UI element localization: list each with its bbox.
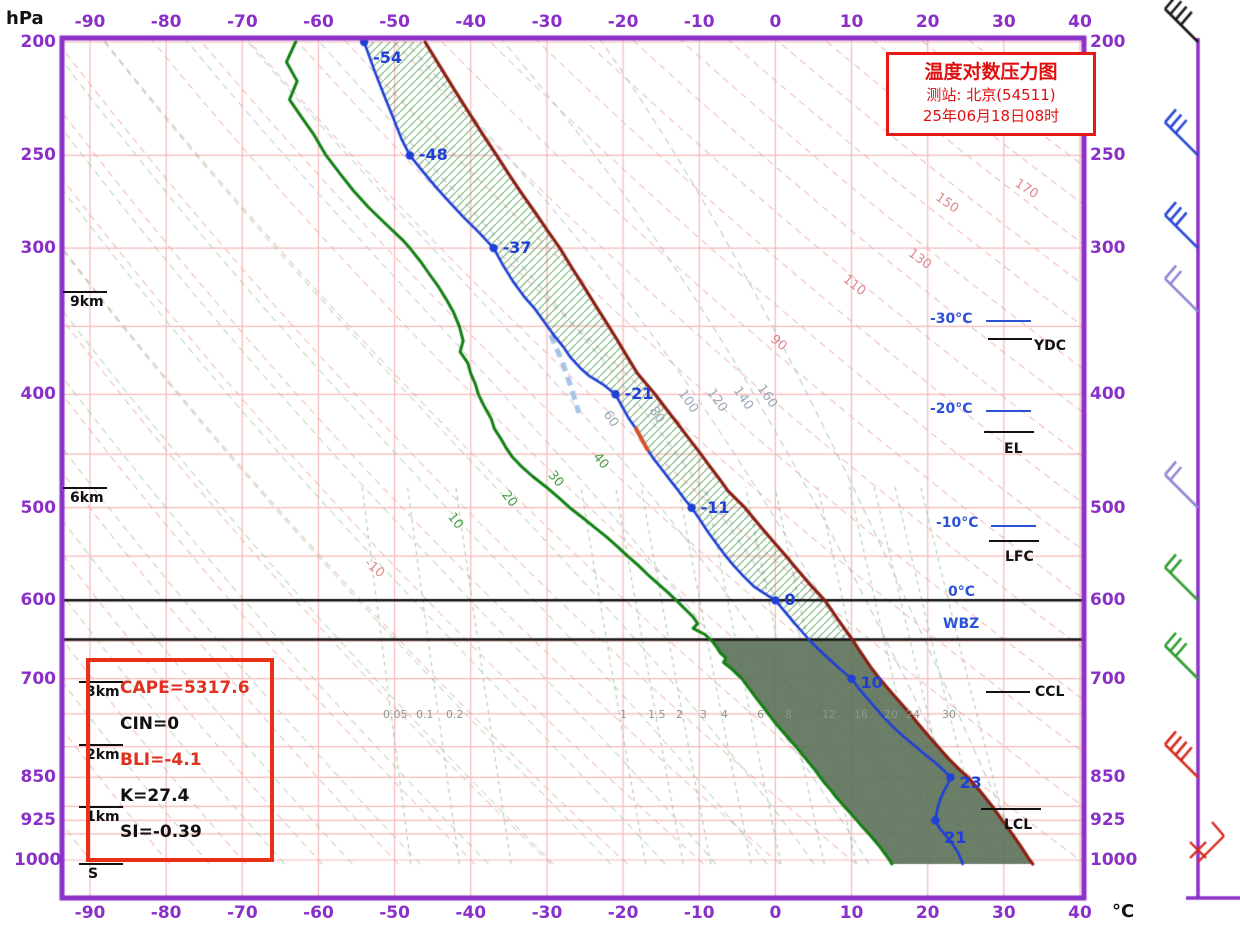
stability-index: K=27.4 — [120, 786, 190, 806]
datetime-label: 25年06月18日08时 — [922, 107, 1060, 125]
chart-title-box: 温度对数压力图 测站: 北京(54511) 25年06月18日08时 — [886, 52, 1096, 136]
indices-box: CAPE=5317.6 CIN=0 BLI=-4.1 K=27.4 SI=-0.39 — [86, 658, 274, 862]
pressure-unit-label: hPa — [6, 8, 44, 29]
stability-index: SI=-0.39 — [120, 822, 202, 842]
station-label: 测站: 北京(54511) — [926, 86, 1056, 104]
chart-title: 温度对数压力图 — [924, 61, 1058, 83]
stability-index: BLI=-4.1 — [120, 750, 202, 770]
temp-unit-label: °C — [1112, 901, 1135, 922]
stability-index: CAPE=5317.6 — [120, 678, 250, 698]
stability-index: CIN=0 — [120, 714, 180, 734]
